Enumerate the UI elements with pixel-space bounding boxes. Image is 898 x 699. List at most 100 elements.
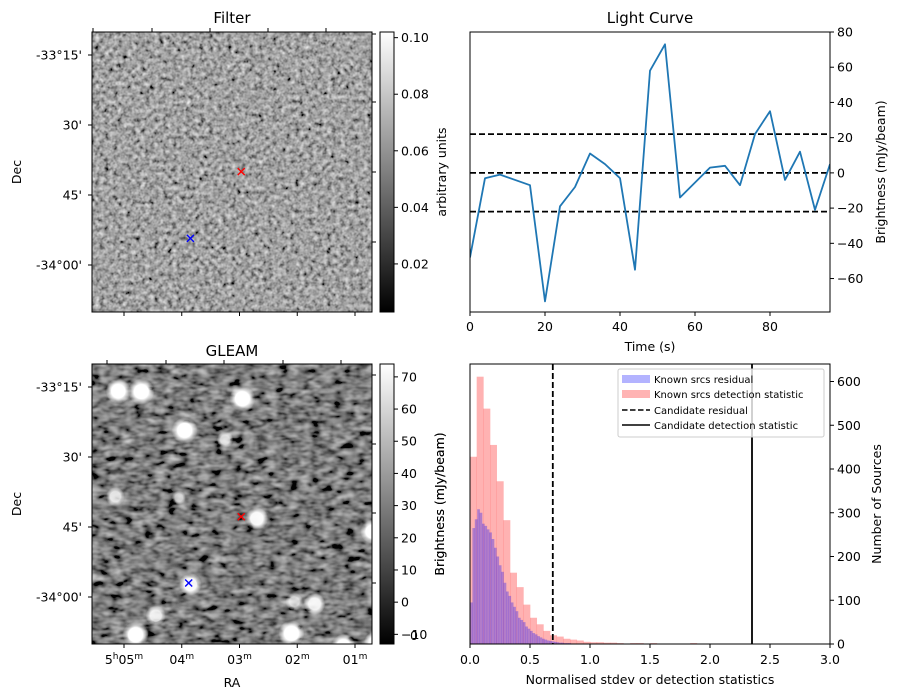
histogram-bar-residual [539, 637, 543, 644]
histogram-bar-residual [470, 602, 473, 644]
histogram-bar-residual [494, 547, 497, 644]
dec-tick-label: 30' [63, 118, 82, 133]
light-curve-ylabel: Brightness (mJy/beam) [873, 100, 888, 243]
y-tick-label: 40 [837, 95, 853, 110]
y-tick-label: −20 [837, 201, 863, 216]
light-curve-frame [469, 31, 831, 313]
ra-minutes-unit: m [359, 652, 368, 662]
histogram-bar-residual [551, 641, 555, 644]
ra-hours-unit: h [113, 652, 119, 662]
legend-swatch-residual [622, 375, 650, 383]
histogram-bar-residual [486, 529, 490, 644]
marker-stroke [186, 234, 195, 243]
gleam-source [360, 519, 372, 544]
x-tick-label: 1.0 [580, 652, 600, 667]
gleam-ticks [88, 360, 376, 648]
histogram-bar-residual [501, 571, 504, 644]
marker-stroke [184, 579, 193, 587]
x-tick-label: 3.0 [820, 652, 840, 667]
filter-ylabel: Dec [9, 160, 24, 184]
gleam-x-tick-labels: 5h05m 04m 03m 02m 01m [105, 652, 368, 667]
gleam-source [145, 605, 166, 626]
legend-label-residual: Known srcs residual [654, 375, 753, 386]
histogram-bar-residual [534, 634, 538, 644]
ra-minutes: 05 [118, 652, 134, 667]
colorbar-tick-label: 0 [401, 595, 409, 610]
colorbar-tick-label: 40 [401, 466, 417, 481]
histogram-bar-residual [479, 512, 483, 644]
histogram-bar-residual [556, 642, 560, 644]
histogram-bar-detection [503, 520, 511, 644]
histogram-bar-detection [596, 642, 604, 644]
filter-panel: Filter -33°15' 30' 45' -34°00' Dec 0.02 0.04… [9, 9, 449, 316]
histogram-bar-detection [530, 617, 538, 644]
gleam-markers [184, 512, 246, 587]
ra-tick-label: 5h05m [105, 652, 143, 667]
y-tick-label: 400 [837, 462, 861, 477]
gleam-source [122, 621, 149, 644]
histogram-bar-residual [525, 626, 528, 644]
histogram-bar-detection [483, 408, 491, 644]
legend-box [617, 368, 825, 438]
histogram-ylabel-left: Brightness (mJy/beam) [432, 432, 447, 575]
colorbar-tick-label: 0.08 [401, 87, 429, 102]
histogram-bar-residual [510, 602, 514, 644]
gleam-xlabel: RA [224, 675, 241, 690]
light-curve-y-ticks: −60 −40 −20 0 20 40 60 80 [830, 25, 863, 286]
histogram-bar-residual [482, 523, 485, 644]
histogram-bar-residual [503, 582, 507, 644]
y-tick-label: 600 [837, 374, 861, 389]
histogram-bar-residual [477, 509, 480, 644]
y-tick-label: 20 [837, 130, 853, 145]
ra-hours: 5 [105, 652, 113, 667]
gleam-source [171, 490, 186, 505]
colorbar-tick-label: 20 [401, 530, 417, 545]
colorbar-tick-label: 30 [401, 498, 417, 513]
y-tick-label: 0 [837, 165, 845, 180]
histogram-bar-residual [549, 640, 552, 644]
x-tick-label: 0 [466, 319, 474, 334]
marker-stroke [237, 167, 246, 176]
histogram-bar-residual [558, 642, 562, 644]
histogram-bar-detection [576, 640, 584, 644]
dec-tick-label: -33°15' [36, 380, 82, 395]
gleam-source [105, 487, 125, 507]
histogram-bar-residual [508, 595, 512, 644]
histogram-bar-detection [570, 639, 578, 644]
histogram-bar-residual [520, 619, 524, 644]
filter-colorbar [379, 31, 395, 313]
histogram-bar-residual [472, 528, 476, 644]
ra-minutes-unit: m [134, 652, 143, 662]
gleam-source [216, 431, 234, 448]
gleam-colorbar-label: Brightness (mJy/beam) [432, 432, 447, 575]
histogram-y-ticks: 0 100 200 300 400 500 600 [830, 374, 861, 652]
histogram-bar-detection [476, 376, 484, 644]
light-curve-series-line [470, 43, 830, 303]
histogram-bar-residual [546, 640, 550, 644]
histogram-bar-residual [542, 638, 545, 644]
histogram-legend: Known srcs residual Known srcs detection… [617, 368, 825, 438]
histogram-detection-bars [470, 376, 811, 644]
y-tick-label: 200 [837, 549, 861, 564]
x-tick-label: 0.0 [460, 652, 480, 667]
x-tick-label: 2.0 [700, 652, 720, 667]
ra-minutes-unit: m [301, 652, 310, 662]
histogram-bar-detection [603, 642, 611, 644]
histogram-bar-residual [527, 628, 531, 644]
light-curve-threshold-lines [470, 133, 830, 213]
gleam-frame [91, 363, 373, 645]
colorbar-tick-label: 0.06 [401, 143, 429, 158]
histogram-bar-residual [513, 606, 516, 644]
colorbar-tick-label: −10 [401, 627, 427, 642]
dec-tick-label: 30' [63, 450, 82, 465]
gleam-image [92, 364, 372, 644]
gleam-y-tick-labels: -33°15' 30' 45' -34°00' [36, 380, 82, 605]
colorbar-tick-label: 0.10 [401, 30, 429, 45]
light-curve-panel: Light Curve 0 20 40 60 80 −60 −40 −20 0 20 40 60 80… [466, 9, 888, 354]
x-tick-label: 40 [612, 319, 628, 334]
histogram-bar-residual [474, 519, 478, 644]
y-tick-label: −60 [837, 271, 863, 286]
histogram-bar-detection [490, 444, 497, 644]
ra-tick-label: 02m [285, 652, 310, 667]
x-tick-label: 80 [762, 319, 778, 334]
